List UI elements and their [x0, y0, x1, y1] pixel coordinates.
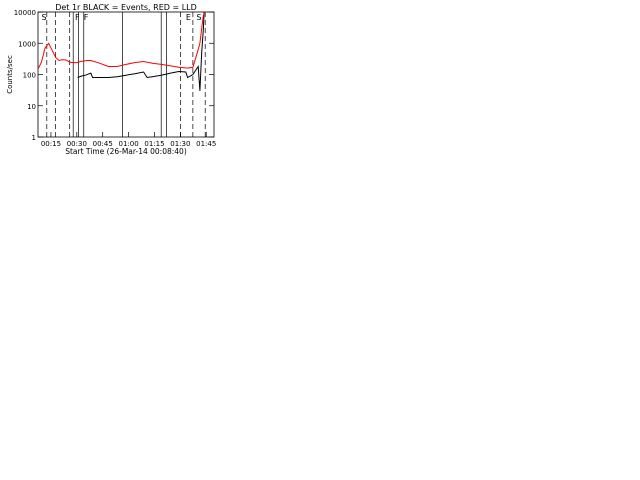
series-line-lld — [37, 11, 206, 70]
x-tick-label: 01:15 — [144, 140, 164, 148]
region-label: S — [42, 13, 47, 22]
region-label: F — [84, 13, 89, 22]
x-tick-label: 00:15 — [41, 140, 61, 148]
region-label: S — [196, 13, 201, 22]
x-tick-label: 01:45 — [196, 140, 216, 148]
x-axis-label: Start Time (26-Mar-14 00:08:40) — [65, 147, 187, 156]
x-tick-label: 01:30 — [170, 140, 190, 148]
y-tick-label: 10 — [27, 103, 36, 111]
y-tick-label: 1000 — [18, 40, 36, 48]
chart-title: Det 1r BLACK = Events, RED = LLD — [55, 3, 197, 12]
chart-panel-1: Det 1r BLACK = Events, RED = LLD 1 10 100 10… — [6, 3, 216, 156]
x-tick-label: 00:45 — [93, 140, 113, 148]
y-axis-label: Counts/sec — [6, 55, 14, 94]
x-tick-label: 01:00 — [118, 140, 138, 148]
region-label: E — [186, 13, 191, 22]
plot-frame — [37, 11, 215, 138]
region-label: F — [75, 13, 80, 22]
x-tick-label: 00:30 — [67, 140, 87, 148]
y-tick-label: 100 — [23, 72, 36, 80]
y-tick-label: 1 — [32, 134, 36, 142]
series-line-events — [77, 11, 205, 91]
y-tick-label: 10000 — [14, 9, 36, 17]
